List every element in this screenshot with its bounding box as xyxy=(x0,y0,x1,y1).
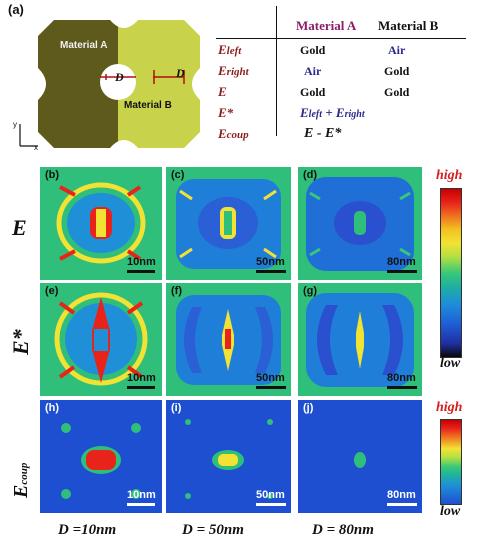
field-map-f xyxy=(166,283,291,396)
cell-estar-formula: Eleft + Eright xyxy=(300,105,365,120)
colorbar-2-low-label: low xyxy=(440,504,461,519)
panel-tag-h: (h) xyxy=(45,402,60,414)
axis-x-label: x xyxy=(34,143,38,152)
field-map-i xyxy=(166,400,291,513)
panel-tag-d: (d) xyxy=(303,169,318,181)
scale-label-f: 50nm xyxy=(256,372,285,384)
col-header-material-a: Material A xyxy=(296,18,357,33)
field-map-b xyxy=(40,167,162,280)
scale-bar-c xyxy=(256,270,286,273)
panel-tag-g: (g) xyxy=(303,285,318,297)
material-b-label: Material B xyxy=(124,100,172,111)
scale-bar-j xyxy=(387,503,417,506)
scale-label-j: 80nm xyxy=(387,489,416,501)
field-map-j xyxy=(298,400,422,513)
cell-eright-a: Air xyxy=(304,64,322,78)
col-header-material-b: Material B xyxy=(378,18,439,33)
colorbar-2-high-label: high xyxy=(436,400,463,415)
colorbar-1-low-label: low xyxy=(440,356,461,371)
row-label-e-left: Eleft xyxy=(218,42,242,57)
panel-a-tag: (a) xyxy=(8,2,24,17)
scale-label-e: 10nm xyxy=(127,372,156,384)
d-label-hole: D xyxy=(115,70,124,84)
scale-bar-f xyxy=(256,386,286,389)
row-label-e-coup: Ecoup xyxy=(218,126,249,141)
field-map-e xyxy=(40,283,162,396)
field-map-h xyxy=(40,400,162,513)
panel-tag-e: (e) xyxy=(45,285,59,297)
scale-label-c: 50nm xyxy=(256,256,285,268)
scale-label-b: 10nm xyxy=(127,256,156,268)
colorbar-2 xyxy=(440,419,462,505)
row-label-e-star: E* xyxy=(218,105,234,120)
scale-bar-e xyxy=(127,386,155,389)
scale-label-i: 50nm xyxy=(256,489,285,501)
cell-eright-b: Gold xyxy=(384,64,410,78)
scale-bar-d xyxy=(387,270,417,273)
material-a-label: Material A xyxy=(60,40,108,51)
row-label-big-e-star: E* xyxy=(8,329,33,355)
panel-tag-j: (j) xyxy=(303,402,314,414)
caption-d-10: D =10nm xyxy=(58,522,117,538)
caption-d-50: D = 50nm xyxy=(182,522,244,538)
panel-tag-c: (c) xyxy=(171,169,185,181)
colorbar-1-high-label: high xyxy=(436,168,463,183)
center-hole xyxy=(100,64,136,100)
cell-eleft-b: Air xyxy=(388,43,406,57)
scale-bar-g xyxy=(387,386,417,389)
field-map-d xyxy=(298,167,422,280)
cell-eleft-a: Gold xyxy=(300,43,326,57)
table-horizontal-rule xyxy=(216,38,466,39)
row-label-big-e-coup: Ecoup xyxy=(10,462,32,498)
panel-tag-i: (i) xyxy=(171,402,182,414)
axis-y-label: y xyxy=(13,120,17,129)
d-label-gap: D xyxy=(176,66,185,80)
panel-tag-f: (f) xyxy=(171,285,182,297)
field-map-c xyxy=(166,167,291,280)
scale-bar-b xyxy=(127,270,155,273)
row-label-e-right: Eright xyxy=(218,63,249,78)
scale-bar-h xyxy=(127,503,155,506)
scale-label-d: 80nm xyxy=(387,256,416,268)
cell-e-a: Gold xyxy=(300,85,326,99)
scale-bar-i xyxy=(256,503,286,506)
cell-ecoup-formula: E - E* xyxy=(304,126,342,141)
row-label-e: E xyxy=(218,84,227,99)
scale-label-g: 80nm xyxy=(387,372,416,384)
panel-tag-b: (b) xyxy=(45,169,60,181)
caption-d-80: D = 80nm xyxy=(312,522,374,538)
table-vertical-rule xyxy=(276,6,277,136)
unit-cell-diagram xyxy=(19,20,200,148)
scale-label-h: 10nm xyxy=(127,489,156,501)
colorbar-1 xyxy=(440,188,462,358)
cell-e-b: Gold xyxy=(384,85,410,99)
row-label-big-e: E xyxy=(12,215,27,240)
field-map-g xyxy=(298,283,422,396)
